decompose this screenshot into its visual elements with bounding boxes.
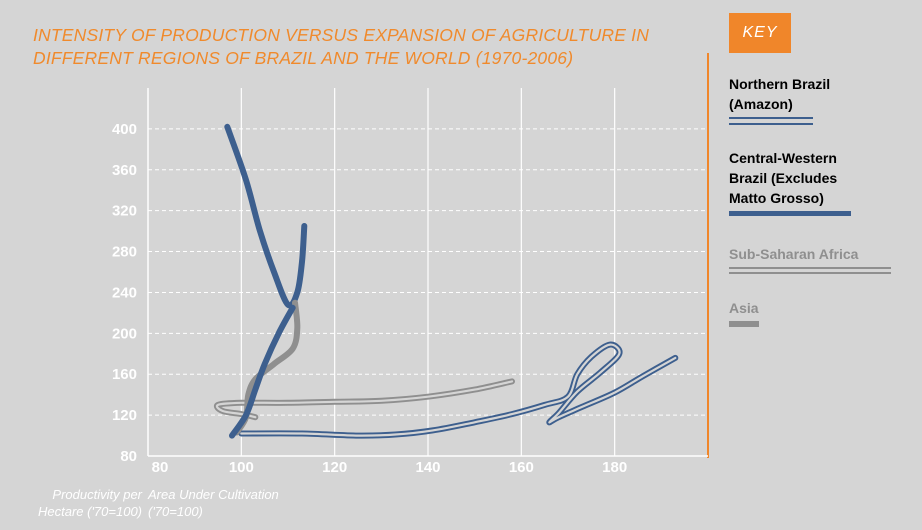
legend-divider — [707, 53, 709, 458]
series-line-sub-saharan-africa — [213, 378, 515, 421]
legend-label: Matto Grosso) — [729, 190, 824, 206]
y-tick-label: 80 — [120, 448, 137, 465]
x-tick-label: 140 — [415, 459, 440, 476]
legend-label: Brazil (Excludes — [729, 170, 838, 186]
y-tick-label: 120 — [112, 407, 137, 424]
y-tick-label: 240 — [112, 284, 137, 301]
series-line-inner-sub-saharan-africa — [215, 380, 514, 419]
x-axis-caption-line1: Area Under Cultivation — [148, 487, 279, 502]
chart-title-line1: INTENSITY OF PRODUCTION VERSUS EXPANSION… — [33, 25, 650, 45]
chart-title: INTENSITY OF PRODUCTION VERSUS EXPANSION… — [33, 24, 673, 70]
x-tick-label: 180 — [602, 459, 627, 476]
y-axis-caption-line1: Productivity per — [52, 487, 142, 502]
legend-label: Central-Western — [729, 150, 837, 166]
legend-swatch — [729, 321, 759, 327]
y-tick-label: 160 — [112, 366, 137, 383]
legend-item-central-western-brazil: Central-Western Brazil (Excludes Matto G… — [729, 148, 851, 216]
legend-swatch — [729, 211, 851, 216]
y-tick-label: 200 — [112, 325, 137, 342]
x-axis-caption-line2: ('70=100) — [148, 504, 203, 519]
legend-item-northern-brazil: Northern Brazil (Amazon) — [729, 74, 830, 125]
x-axis-caption: Area Under Cultivation ('70=100) — [148, 486, 279, 520]
x-tick-label: 100 — [229, 459, 254, 476]
y-tick-label: 320 — [112, 203, 137, 220]
y-tick-label: 280 — [112, 244, 137, 261]
legend-item-sub-saharan-africa: Sub-Saharan Africa — [729, 244, 891, 274]
legend-label: Northern Brazil — [729, 76, 831, 92]
legend-swatch — [729, 267, 891, 274]
legend-item-asia: Asia — [729, 298, 759, 327]
key-badge: KEY — [729, 13, 791, 53]
x-tick-label: 80 — [152, 459, 169, 476]
x-tick-label: 160 — [509, 459, 534, 476]
y-axis-caption: Productivity per Hectare ('70=100) — [38, 486, 142, 520]
y-tick-label: 400 — [112, 121, 137, 138]
legend-label: Sub-Saharan Africa — [729, 246, 859, 262]
y-tick-label: 360 — [112, 162, 137, 179]
y-axis-caption-line2: Hectare ('70=100) — [37, 504, 142, 519]
chart-title-line2: DIFFERENT REGIONS OF BRAZIL AND THE WORL… — [33, 48, 574, 68]
legend-swatch — [729, 117, 813, 125]
series-line-inner-northern-brazil-amazon — [240, 343, 677, 437]
series-line-series — [229, 304, 296, 439]
series-line-central-western-brazil-excludes-matto-grosso — [224, 123, 308, 309]
legend-label: (Amazon) — [729, 96, 793, 112]
x-tick-label: 120 — [322, 459, 347, 476]
legend-label: Asia — [729, 300, 759, 316]
